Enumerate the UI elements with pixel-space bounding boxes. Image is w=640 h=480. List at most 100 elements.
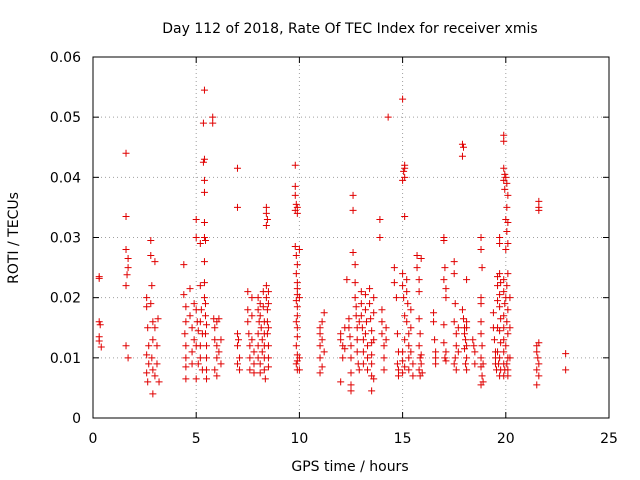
data-point <box>246 342 254 350</box>
data-point <box>451 300 459 308</box>
data-point <box>504 372 512 380</box>
data-point <box>430 318 438 326</box>
data-point <box>370 336 378 344</box>
data-point <box>494 297 502 305</box>
data-point <box>502 173 510 181</box>
data-point <box>500 164 508 172</box>
data-point <box>143 294 151 302</box>
data-point <box>200 294 208 302</box>
data-point <box>490 336 498 344</box>
data-point <box>504 366 512 374</box>
data-point <box>417 255 425 263</box>
data-point <box>404 300 412 308</box>
data-point <box>501 300 509 308</box>
data-point <box>416 330 424 338</box>
data-point <box>343 276 351 284</box>
data-point <box>182 342 190 350</box>
data-point <box>403 276 411 284</box>
data-point <box>293 279 301 287</box>
data-point <box>217 336 225 344</box>
data-point <box>211 324 219 332</box>
data-point <box>500 276 508 284</box>
data-point <box>200 258 208 266</box>
data-point <box>432 360 440 368</box>
data-point <box>504 191 512 199</box>
data-point <box>248 294 256 302</box>
data-point <box>471 360 479 368</box>
data-point <box>345 315 353 323</box>
data-point <box>254 342 262 350</box>
data-point <box>244 288 252 296</box>
y-tick-label: 0.05 <box>50 110 81 126</box>
chart-title: Day 112 of 2018, Rate Of TEC Index for r… <box>162 21 537 37</box>
data-point <box>256 312 264 320</box>
data-point <box>233 342 241 350</box>
data-point <box>384 113 392 121</box>
data-point <box>458 152 466 160</box>
data-point <box>400 294 408 302</box>
data-point <box>182 303 190 311</box>
data-point <box>180 261 188 269</box>
data-point <box>215 348 223 356</box>
data-point <box>199 158 207 166</box>
data-point <box>405 342 413 350</box>
data-point <box>263 330 271 338</box>
data-point <box>262 294 270 302</box>
data-point <box>201 300 209 308</box>
data-point <box>95 318 103 326</box>
data-point <box>351 294 359 302</box>
data-point <box>209 113 217 121</box>
data-point <box>450 270 458 278</box>
data-point <box>347 381 355 389</box>
data-point <box>441 354 449 362</box>
data-point <box>478 372 486 380</box>
data-point <box>357 300 365 308</box>
data-point <box>362 318 370 326</box>
data-point <box>501 185 509 193</box>
data-point <box>261 375 269 383</box>
data-point <box>533 381 541 389</box>
data-point <box>151 258 159 266</box>
data-point <box>405 330 413 338</box>
data-point <box>153 342 161 350</box>
data-point <box>320 309 328 317</box>
data-point <box>248 336 256 344</box>
data-point <box>217 360 225 368</box>
data-point <box>415 276 423 284</box>
data-point <box>155 378 163 386</box>
data-point <box>361 291 369 299</box>
data-point <box>500 312 508 320</box>
data-point <box>188 324 196 332</box>
data-point <box>454 324 462 332</box>
data-point <box>441 264 449 272</box>
data-point <box>442 348 450 356</box>
data-point <box>359 336 367 344</box>
data-point <box>496 291 504 299</box>
data-point <box>368 351 376 359</box>
data-point <box>347 387 355 395</box>
data-point <box>254 306 262 314</box>
data-point <box>353 336 361 344</box>
data-point <box>506 294 514 302</box>
data-point <box>144 378 152 386</box>
data-point <box>489 309 497 317</box>
data-point <box>364 354 372 362</box>
y-tick-label: 0.04 <box>50 170 81 186</box>
data-point <box>500 131 508 139</box>
data-point <box>264 300 272 308</box>
data-point <box>316 342 324 350</box>
y-tick-label: 0.02 <box>50 291 81 307</box>
data-point <box>295 354 303 362</box>
data-point <box>380 354 388 362</box>
data-point <box>394 372 402 380</box>
data-point <box>122 212 130 220</box>
data-point <box>452 342 460 350</box>
data-point <box>257 324 265 332</box>
data-point <box>256 300 264 308</box>
data-point <box>380 366 388 374</box>
data-point <box>418 369 426 377</box>
data-points <box>95 86 570 398</box>
data-point <box>151 372 159 380</box>
data-point <box>291 161 299 169</box>
data-point <box>143 369 151 377</box>
